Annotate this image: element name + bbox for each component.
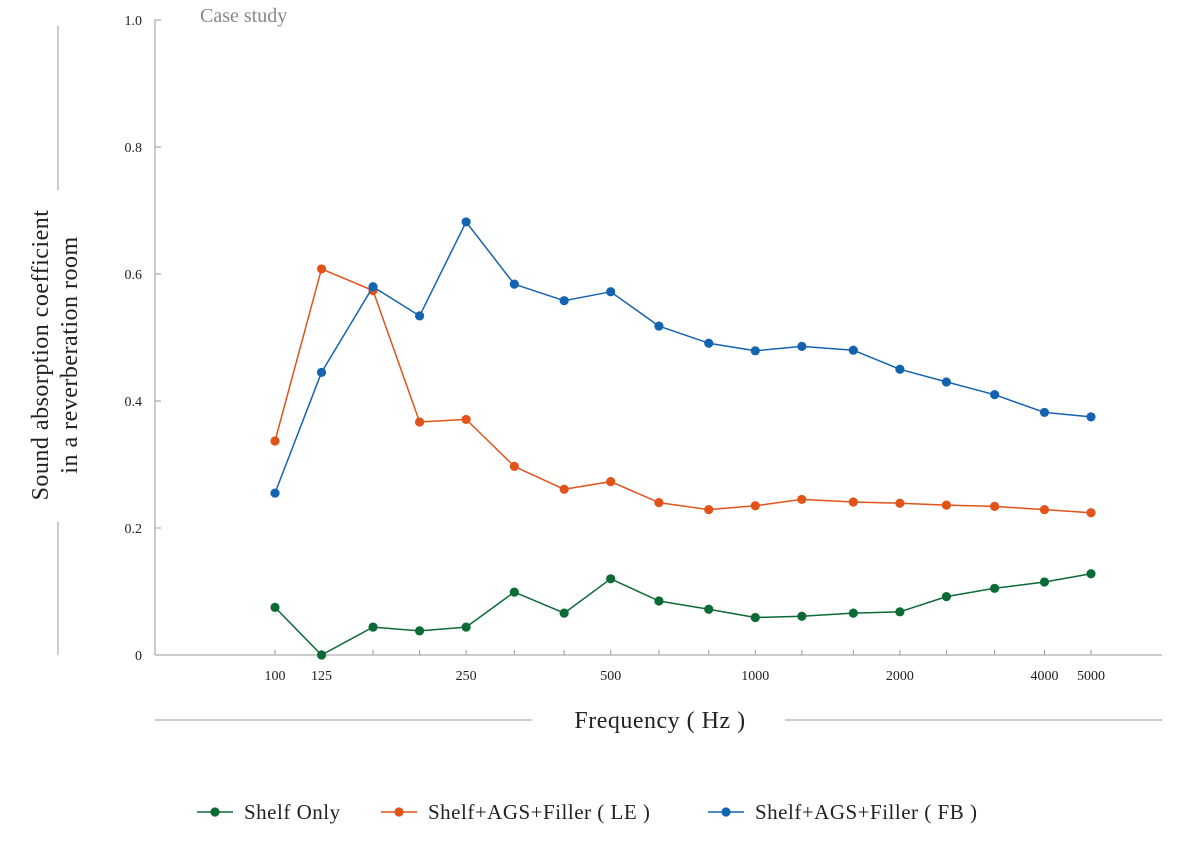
legend-item: Shelf Only bbox=[197, 800, 341, 824]
legend-label: Shelf Only bbox=[244, 800, 341, 824]
x-tick-label: 1000 bbox=[741, 669, 769, 684]
x-tick-label: 2000 bbox=[886, 669, 914, 684]
x-tick-label: 5000 bbox=[1077, 669, 1105, 684]
data-point bbox=[509, 461, 519, 472]
legend: Shelf Only Shelf+AGS+Filler ( LE ) Shelf+A… bbox=[197, 800, 977, 824]
series-2 bbox=[270, 264, 1096, 518]
data-point bbox=[368, 622, 378, 632]
data-point bbox=[270, 602, 280, 612]
series-line bbox=[274, 268, 1092, 514]
data-point bbox=[1086, 508, 1096, 518]
data-point bbox=[848, 345, 858, 355]
data-point bbox=[895, 498, 905, 508]
data-point bbox=[461, 622, 471, 632]
data-point bbox=[509, 279, 519, 289]
series-1 bbox=[270, 569, 1096, 660]
data-point bbox=[941, 500, 952, 510]
data-point bbox=[270, 436, 280, 446]
y-tick-label: 0.8 bbox=[125, 141, 143, 156]
data-point bbox=[848, 497, 858, 507]
data-point bbox=[654, 596, 664, 606]
data-point bbox=[1086, 412, 1096, 422]
y-ticks: 0 0.2 0.4 0.6 0.8 1.0 bbox=[125, 14, 161, 664]
y-axis-title-line-2: in a reverberation room bbox=[57, 236, 83, 473]
data-point bbox=[1039, 504, 1050, 515]
case-study-label: Case study bbox=[200, 5, 287, 27]
data-point bbox=[606, 574, 616, 584]
y-tick-label: 0.4 bbox=[125, 395, 143, 410]
data-point bbox=[559, 484, 569, 494]
x-axis-title: Frequency ( Hz ) bbox=[574, 708, 745, 734]
data-point bbox=[990, 390, 1000, 400]
data-point bbox=[941, 377, 952, 387]
data-point bbox=[559, 608, 569, 618]
data-point bbox=[990, 583, 1000, 593]
data-point bbox=[704, 504, 714, 515]
y-tick-label: 0 bbox=[135, 649, 142, 664]
series-layer bbox=[270, 217, 1096, 660]
legend-item: Shelf+AGS+Filler ( FB ) bbox=[708, 800, 977, 824]
data-point bbox=[704, 338, 714, 348]
legend-label: Shelf+AGS+Filler ( FB ) bbox=[755, 800, 977, 824]
data-point bbox=[990, 501, 1000, 512]
data-point bbox=[316, 367, 327, 378]
legend-marker bbox=[210, 807, 220, 817]
data-point bbox=[414, 626, 425, 636]
data-point bbox=[1039, 577, 1050, 587]
legend-marker bbox=[394, 807, 404, 817]
data-point bbox=[316, 650, 327, 660]
data-point bbox=[414, 417, 425, 427]
data-point bbox=[606, 287, 616, 297]
series-line bbox=[274, 221, 1092, 494]
data-point bbox=[750, 612, 760, 623]
x-tick-label: 100 bbox=[265, 669, 286, 684]
legend-item: Shelf+AGS+Filler ( LE ) bbox=[381, 800, 650, 824]
data-point bbox=[704, 604, 714, 614]
x-tick-label: 125 bbox=[311, 669, 332, 684]
data-point bbox=[316, 264, 327, 274]
data-point bbox=[654, 498, 664, 508]
data-point bbox=[461, 414, 471, 425]
x-tick-label: 500 bbox=[600, 669, 621, 684]
series-line bbox=[274, 572, 1092, 656]
data-point bbox=[941, 591, 952, 602]
data-point bbox=[414, 311, 425, 321]
x-tick-label: 4000 bbox=[1030, 669, 1058, 684]
data-point bbox=[750, 346, 760, 356]
legend-label: Shelf+AGS+Filler ( LE ) bbox=[428, 800, 650, 824]
x-ticks: 100 125 250 500 1000 2000 4000 5000 bbox=[265, 650, 1105, 684]
data-point bbox=[509, 587, 519, 597]
data-point bbox=[750, 501, 760, 511]
data-point bbox=[895, 607, 905, 617]
legend-marker bbox=[721, 807, 731, 817]
data-point bbox=[1039, 407, 1050, 418]
data-point bbox=[461, 217, 471, 227]
data-point bbox=[797, 341, 807, 351]
data-point bbox=[368, 282, 378, 292]
data-point bbox=[1086, 569, 1096, 579]
data-point bbox=[606, 477, 616, 487]
y-tick-label: 0.2 bbox=[125, 522, 143, 537]
series-3 bbox=[270, 217, 1096, 498]
data-point bbox=[559, 296, 569, 306]
y-tick-label: 0.6 bbox=[125, 268, 143, 283]
data-point bbox=[895, 364, 905, 374]
data-point bbox=[797, 494, 807, 505]
y-tick-label: 1.0 bbox=[125, 14, 143, 29]
data-point bbox=[797, 611, 807, 621]
data-point bbox=[270, 488, 280, 498]
data-point bbox=[848, 608, 858, 618]
data-point bbox=[654, 321, 664, 331]
x-tick-label: 250 bbox=[456, 669, 477, 684]
y-axis-title-line-1: Sound absorption coefficient bbox=[28, 210, 54, 501]
